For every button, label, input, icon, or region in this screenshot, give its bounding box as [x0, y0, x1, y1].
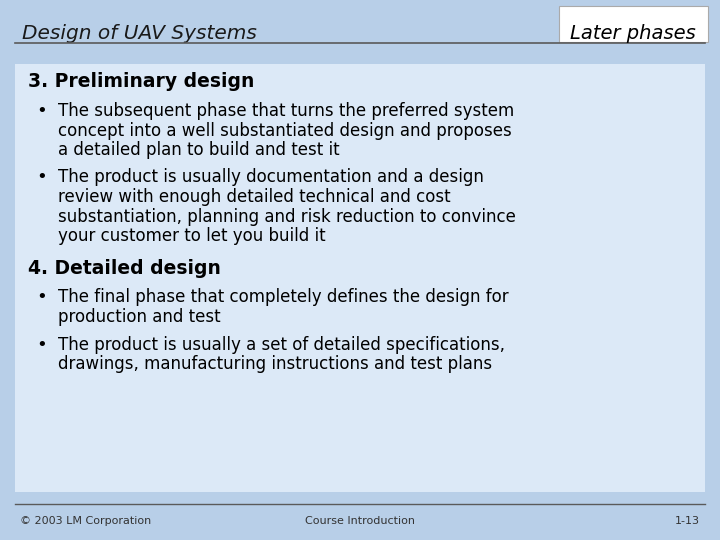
- Text: Course Introduction: Course Introduction: [305, 516, 415, 526]
- Text: © 2003 LM Corporation: © 2003 LM Corporation: [20, 516, 151, 526]
- Text: •: •: [36, 288, 47, 307]
- Text: Design of UAV Systems: Design of UAV Systems: [22, 24, 257, 43]
- Text: your customer to let you build it: your customer to let you build it: [58, 227, 325, 245]
- Text: The product is usually a set of detailed specifications,: The product is usually a set of detailed…: [58, 335, 505, 354]
- Text: 3. Preliminary design: 3. Preliminary design: [28, 72, 254, 91]
- FancyBboxPatch shape: [559, 6, 708, 42]
- Text: The final phase that completely defines the design for: The final phase that completely defines …: [58, 288, 508, 307]
- Text: concept into a well substantiated design and proposes: concept into a well substantiated design…: [58, 122, 512, 139]
- Text: 4. Detailed design: 4. Detailed design: [28, 259, 221, 278]
- Text: •: •: [36, 102, 47, 120]
- Text: •: •: [36, 335, 47, 354]
- Text: The subsequent phase that turns the preferred system: The subsequent phase that turns the pref…: [58, 102, 514, 120]
- Text: 1-13: 1-13: [675, 516, 700, 526]
- Text: review with enough detailed technical and cost: review with enough detailed technical an…: [58, 188, 451, 206]
- Text: drawings, manufacturing instructions and test plans: drawings, manufacturing instructions and…: [58, 355, 492, 373]
- Text: a detailed plan to build and test it: a detailed plan to build and test it: [58, 141, 340, 159]
- FancyBboxPatch shape: [15, 64, 705, 492]
- Text: substantiation, planning and risk reduction to convince: substantiation, planning and risk reduct…: [58, 207, 516, 226]
- Text: •: •: [36, 168, 47, 186]
- Text: The product is usually documentation and a design: The product is usually documentation and…: [58, 168, 484, 186]
- Text: Later phases: Later phases: [570, 24, 696, 43]
- Text: production and test: production and test: [58, 308, 220, 326]
